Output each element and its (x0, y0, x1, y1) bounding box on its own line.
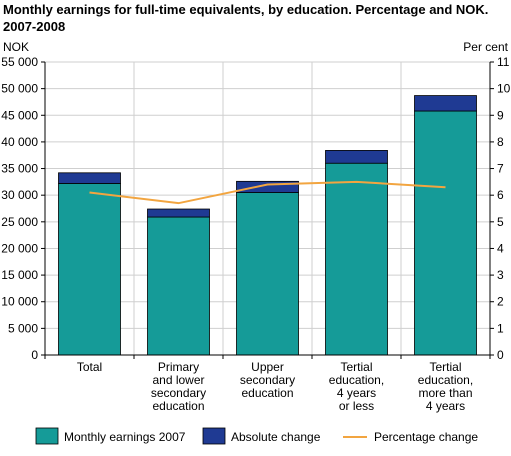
category-label: or less (339, 399, 374, 413)
category-label: Tertial (429, 360, 461, 374)
category-label: secondary (151, 386, 206, 400)
bars (58, 95, 477, 356)
left-axis-label: NOK (3, 40, 29, 54)
percentage-line (89, 180, 446, 205)
category-label: Upper (251, 360, 284, 374)
bar-absolute-change (325, 150, 388, 164)
right-tick-label: 5 (497, 215, 504, 229)
left-tick-label: 15 000 (1, 268, 38, 282)
legend: Monthly earnings 2007 Absolute change Perc… (35, 427, 478, 445)
right-tick-label: 11 (497, 55, 510, 69)
chart-title-line-1: Monthly earnings for full-time equivalen… (3, 2, 488, 17)
bar-earnings-2007 (147, 216, 210, 356)
right-tick-label: 3 (497, 268, 504, 282)
right-tick-label: 10 (497, 82, 511, 96)
left-tick-label: 50 000 (1, 82, 38, 96)
left-tick-label: 20 000 (1, 241, 38, 255)
category-label: 4 years (426, 399, 465, 413)
category-label: education, (329, 373, 384, 387)
right-tick-label: 9 (497, 108, 504, 122)
left-tick-label: 25 000 (1, 215, 38, 229)
category-label: Tertial (340, 360, 372, 374)
left-tick-label: 10 000 (1, 295, 38, 309)
category-label: Total (77, 360, 102, 374)
bar-absolute-change (58, 172, 121, 184)
axes (41, 61, 494, 359)
right-tick-label: 1 (497, 321, 504, 335)
right-axis-label: Per cent (463, 40, 508, 54)
legend-label-earnings: Monthly earnings 2007 (64, 430, 186, 444)
category-label: Primary (158, 360, 199, 374)
bar-absolute-change (414, 95, 477, 112)
bar-earnings-2007 (58, 183, 121, 356)
left-tick-label: 35 000 (1, 162, 38, 176)
bar-absolute-change (147, 208, 210, 218)
left-tick-labels: 0 5 000 10 000 15 000 20 000 25 000 30 000 35 0… (1, 55, 38, 362)
category-label: more than (418, 386, 472, 400)
left-tick-label: 45 000 (1, 108, 38, 122)
bar-earnings-2007 (414, 110, 477, 356)
legend-swatch-absolute (202, 427, 226, 445)
left-tick-label: 40 000 (1, 135, 38, 149)
left-tick-label: 5 000 (8, 321, 38, 335)
category-label: 4 years (337, 386, 376, 400)
bar-absolute-change (236, 180, 299, 193)
category-label: secondary (240, 373, 295, 387)
legend-swatch-earnings (35, 427, 59, 445)
category-label: education (241, 386, 293, 400)
right-tick-label: 8 (497, 135, 504, 149)
right-tick-label: 6 (497, 188, 504, 202)
bar-earnings-2007 (236, 192, 299, 356)
category-label: education (152, 399, 204, 413)
left-tick-label: 0 (31, 348, 38, 362)
bar-earnings-2007 (325, 162, 388, 356)
right-tick-label: 7 (497, 162, 504, 176)
right-tick-label: 4 (497, 241, 504, 255)
legend-label-absolute: Absolute change (231, 430, 321, 444)
right-tick-label: 2 (497, 295, 504, 309)
category-label: education, (418, 373, 473, 387)
right-tick-labels: 0 1 2 3 4 5 6 7 8 9 10 11 (497, 55, 511, 362)
percentage-change-line (89, 180, 446, 205)
category-label: and lower (152, 373, 204, 387)
chart-title-line-2: 2007-2008 (3, 19, 65, 34)
legend-label-percentage: Percentage change (374, 430, 478, 444)
right-tick-label: 0 (497, 348, 504, 362)
left-tick-label: 55 000 (1, 55, 38, 69)
left-tick-label: 30 000 (1, 188, 38, 202)
